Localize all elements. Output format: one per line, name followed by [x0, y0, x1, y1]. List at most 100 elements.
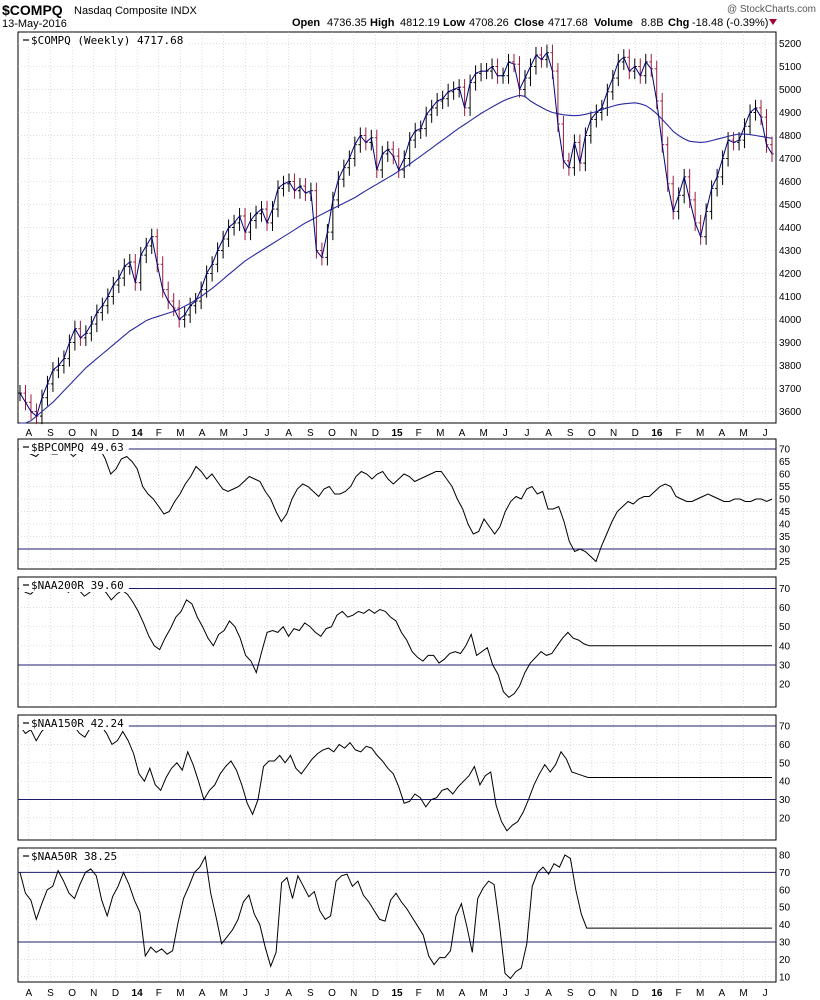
month-label: M — [436, 428, 444, 439]
month-label: 16 — [651, 988, 663, 999]
month-label: J — [265, 428, 270, 439]
month-label: M — [220, 988, 228, 999]
month-label: S — [567, 988, 574, 999]
panel-3: 20 30 40 50 60 70 $NAA200R 39.60 — [17, 576, 791, 708]
y-tick-label: 10 — [779, 972, 791, 983]
y-tick-label: 70 — [779, 584, 791, 595]
month-label: M — [479, 988, 487, 999]
month-label: F — [416, 428, 422, 439]
month-label: S — [47, 428, 54, 439]
y-tick-label: 4500 — [779, 200, 802, 211]
volume-value: 8.8B — [641, 17, 664, 29]
month-label: N — [350, 988, 357, 999]
y-tick-label: 70 — [779, 445, 791, 456]
y-tick-label: 50 — [779, 495, 791, 506]
month-label: J — [524, 988, 529, 999]
month-label: S — [567, 428, 574, 439]
month-label: N — [610, 988, 617, 999]
month-label: S — [47, 988, 54, 999]
y-tick-label: 4700 — [779, 154, 802, 165]
panel-label: $COMPQ (Weekly) 4717.68 — [31, 34, 183, 47]
month-label: S — [307, 988, 314, 999]
close-label: Close — [514, 17, 544, 29]
y-tick-label: 5000 — [779, 85, 802, 96]
high-value: 4812.19 — [400, 17, 440, 29]
y-tick-label: 20 — [779, 680, 791, 691]
month-label: A — [719, 428, 726, 439]
watermark: @ StockCharts.com — [727, 4, 816, 15]
month-label: F — [416, 988, 422, 999]
month-label: O — [328, 428, 336, 439]
panel-label: $NAA200R 39.60 — [31, 579, 124, 592]
month-label: 15 — [391, 988, 403, 999]
month-label: A — [545, 428, 552, 439]
y-tick-label: 40 — [779, 520, 791, 531]
volume-label: Volume — [594, 17, 633, 29]
y-tick-label: 4600 — [779, 177, 802, 188]
panel-label: $NAA50R 38.25 — [31, 850, 117, 863]
low-value: 4708.26 — [469, 17, 509, 29]
y-tick-label: 4100 — [779, 292, 802, 303]
month-label: J — [763, 428, 768, 439]
y-tick-label: 30 — [779, 545, 791, 556]
y-tick-label: 5200 — [779, 39, 802, 50]
index-name: Nasdaq Composite INDX — [74, 5, 198, 17]
chart-date: 13-May-2016 — [2, 18, 67, 30]
chg-value: -18.48 (-0.39%) — [692, 17, 768, 29]
chg-label: Chg — [668, 17, 689, 29]
month-label: F — [675, 988, 681, 999]
y-tick-label: 4800 — [779, 131, 802, 142]
month-label: J — [243, 988, 248, 999]
open-value: 4736.35 — [327, 17, 367, 29]
month-label: A — [545, 988, 552, 999]
month-label: N — [350, 428, 357, 439]
month-axis-1: A S O N D 14 F M A M J J A S O N D 15 F M A M J J A S O N D 16 F M A M J — [25, 428, 767, 439]
high-label: High — [370, 17, 395, 29]
month-label: A — [199, 988, 206, 999]
month-label: D — [372, 428, 379, 439]
ohlc-summary: Open 4736.35 High 4812.19 Low 4708.26 Cl… — [292, 17, 777, 29]
y-tick-label: 20 — [779, 813, 791, 824]
month-label: M — [739, 428, 747, 439]
y-tick-label: 30 — [779, 795, 791, 806]
panel-label-bg — [19, 849, 123, 863]
y-tick-label: 65 — [779, 457, 791, 468]
month-label: J — [524, 428, 529, 439]
month-label: D — [632, 428, 639, 439]
panel-label: $BPCOMPQ 49.63 — [31, 441, 124, 454]
month-label: F — [675, 428, 681, 439]
month-label: D — [632, 988, 639, 999]
down-arrow-icon — [769, 19, 777, 25]
y-tick-label: 25 — [779, 557, 791, 568]
price-line — [19, 51, 773, 417]
month-label: N — [90, 988, 97, 999]
panel-label-bg — [19, 578, 129, 592]
month-label: A — [285, 988, 292, 999]
month-label: M — [479, 428, 487, 439]
month-label: M — [176, 988, 184, 999]
month-label: M — [220, 428, 228, 439]
month-label: 15 — [391, 428, 403, 439]
month-label: 14 — [132, 428, 144, 439]
month-label: O — [588, 988, 596, 999]
y-tick-label: 80 — [779, 850, 791, 861]
month-label: O — [328, 988, 336, 999]
y-tick-label: 60 — [779, 603, 791, 614]
month-label: A — [285, 428, 292, 439]
panel-label-bg — [19, 716, 129, 730]
y-tick-label: 3700 — [779, 384, 802, 395]
month-label: 16 — [651, 428, 663, 439]
month-label: A — [459, 988, 466, 999]
y-tick-label: 4200 — [779, 269, 802, 280]
indicator-line — [19, 585, 772, 699]
month-label: O — [68, 988, 76, 999]
y-tick-label: 55 — [779, 482, 791, 493]
y-tick-label: 4300 — [779, 246, 802, 257]
symbol-title: $COMPQ — [2, 2, 63, 18]
month-label: J — [265, 988, 270, 999]
moving-average-line — [20, 94, 773, 424]
open-label: Open — [292, 17, 320, 29]
month-label: A — [199, 428, 206, 439]
